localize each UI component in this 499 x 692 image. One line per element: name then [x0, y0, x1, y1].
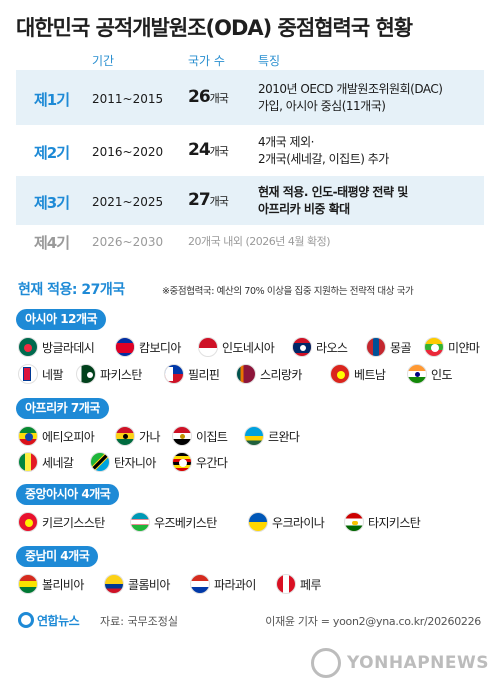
- phase-period: 2026~2030: [92, 235, 164, 249]
- source-note: 자료: 국무조정실: [100, 615, 179, 628]
- header-count: 국가 수: [188, 54, 225, 68]
- country-item: 방글라데시: [18, 337, 95, 357]
- colombia-flag-icon: [104, 574, 124, 594]
- country-item: 페루: [276, 574, 321, 594]
- phase-period: 2016~2020: [92, 145, 164, 159]
- country-item: 타지키스탄: [344, 512, 421, 532]
- country-item: 인도: [407, 364, 452, 384]
- phase-count: 24개국: [188, 140, 229, 160]
- country-item: 파라과이: [190, 574, 256, 594]
- phase-period: 2011~2015: [92, 92, 164, 106]
- ethiopia-flag-icon: [18, 426, 38, 446]
- header-period: 기간: [92, 54, 115, 68]
- country-item: 라오스: [292, 337, 348, 357]
- country-item: 우크라이나: [248, 512, 325, 532]
- uganda-flag-icon: [172, 452, 192, 472]
- tanzania-flag-icon: [90, 452, 110, 472]
- country-item: 파키스탄: [76, 364, 142, 384]
- region-tag-central-asia: 중앙아시아 4개국: [16, 484, 120, 505]
- table-row: 제3기 2021~2025 27개국 현재 적용. 인도-태평양 전략 및 아프리…: [16, 176, 484, 226]
- country-item: 필리핀: [164, 364, 220, 384]
- philippines-flag-icon: [164, 364, 184, 384]
- egypt-flag-icon: [172, 426, 192, 446]
- pakistan-flag-icon: [76, 364, 96, 384]
- table-row: 제2기 2016~2020 24개국 4개국 제외· 2개국(세네갈, 이집트) …: [16, 126, 484, 176]
- country-item: 스리랑카: [236, 364, 302, 384]
- country-item: 네팔: [18, 364, 63, 384]
- paraguay-flag-icon: [190, 574, 210, 594]
- nepal-flag-icon: [18, 364, 38, 384]
- region-tag-latin-america: 중남미 4개국: [16, 546, 99, 567]
- country-item: 우간다: [172, 452, 228, 472]
- country-item: 우즈베키스탄: [130, 512, 217, 532]
- mongolia-flag-icon: [366, 337, 386, 357]
- country-item: 몽골: [366, 337, 411, 357]
- phase-feature: 20개국 내외 (2026년 4월 확정): [188, 235, 331, 248]
- phase-count: 27개국: [188, 190, 229, 210]
- country-item: 미얀마: [424, 337, 480, 357]
- vietnam-flag-icon: [330, 364, 350, 384]
- region-tag-africa: 아프리카 7개국: [16, 398, 109, 419]
- credit-note: 이재윤 기자 = yoon2@yna.co.kr/20260226: [265, 615, 481, 628]
- country-item: 에티오피아: [18, 426, 95, 446]
- sri-lanka-flag-icon: [236, 364, 256, 384]
- phase-period: 2021~2025: [92, 195, 164, 209]
- laos-flag-icon: [292, 337, 312, 357]
- yonhap-logo-icon: [18, 612, 34, 628]
- cambodia-flag-icon: [115, 337, 135, 357]
- header-feature: 특징: [258, 54, 281, 68]
- country-item: 베트남: [330, 364, 386, 384]
- table-row: 제1기 2011~2015 26개국 2010년 OECD 개발원조위원회(DA…: [16, 70, 484, 126]
- indonesia-flag-icon: [198, 337, 218, 357]
- india-flag-icon: [407, 364, 427, 384]
- phase-feature: 2010년 OECD 개발원조위원회(DAC) 가입, 아시아 중심(11개국): [258, 82, 443, 113]
- myanmar-flag-icon: [424, 337, 444, 357]
- watermark: YONHAPNEWS: [310, 648, 489, 678]
- bolivia-flag-icon: [18, 574, 38, 594]
- phase-count: 26개국: [188, 87, 229, 107]
- phase-label: 제3기: [34, 194, 70, 212]
- bangladesh-flag-icon: [18, 337, 38, 357]
- country-item: 캄보디아: [115, 337, 181, 357]
- yonhap-watermark-icon: [310, 648, 341, 678]
- footnote: ※중점협력국: 예산의 70% 이상을 집중 지원하는 전략적 대상 국가: [162, 286, 414, 297]
- tajikistan-flag-icon: [344, 512, 364, 532]
- table-row: 제4기 2026~2030 20개국 내외 (2026년 4월 확정): [16, 226, 484, 256]
- country-item: 세네갈: [18, 452, 74, 472]
- ghana-flag-icon: [115, 426, 135, 446]
- country-item: 인도네시아: [198, 337, 275, 357]
- country-item: 가나: [115, 426, 160, 446]
- uzbekistan-flag-icon: [130, 512, 150, 532]
- ukraine-flag-icon: [248, 512, 268, 532]
- phase-feature: 4개국 제외· 2개국(세네갈, 이집트) 추가: [258, 135, 389, 166]
- phase-label: 제1기: [34, 91, 70, 109]
- rwanda-flag-icon: [244, 426, 264, 446]
- country-item: 콜롬비아: [104, 574, 170, 594]
- phase-feature: 현재 적용. 인도-태평양 전략 및 아프리카 비중 확대: [258, 185, 408, 216]
- page-title: 대한민국 공적개발원조(ODA) 중점협력국 현황: [16, 16, 413, 40]
- country-item: 볼리비아: [18, 574, 84, 594]
- peru-flag-icon: [276, 574, 296, 594]
- senegal-flag-icon: [18, 452, 38, 472]
- oda-phase-table: 제1기 2011~2015 26개국 2010년 OECD 개발원조위원회(DA…: [16, 70, 484, 256]
- region-tag-asia: 아시아 12개국: [16, 309, 107, 330]
- phase-label: 제2기: [34, 144, 70, 162]
- kyrgyzstan-flag-icon: [18, 512, 38, 532]
- country-item: 키르기스스탄: [18, 512, 105, 532]
- current-phase-label: 현재 적용: 27개국: [18, 282, 125, 298]
- country-item: 르완다: [244, 426, 300, 446]
- country-item: 이집트: [172, 426, 228, 446]
- phase-label: 제4기: [34, 234, 70, 252]
- country-item: 탄자니아: [90, 452, 156, 472]
- yonhap-logo: 연합뉴스: [18, 610, 80, 630]
